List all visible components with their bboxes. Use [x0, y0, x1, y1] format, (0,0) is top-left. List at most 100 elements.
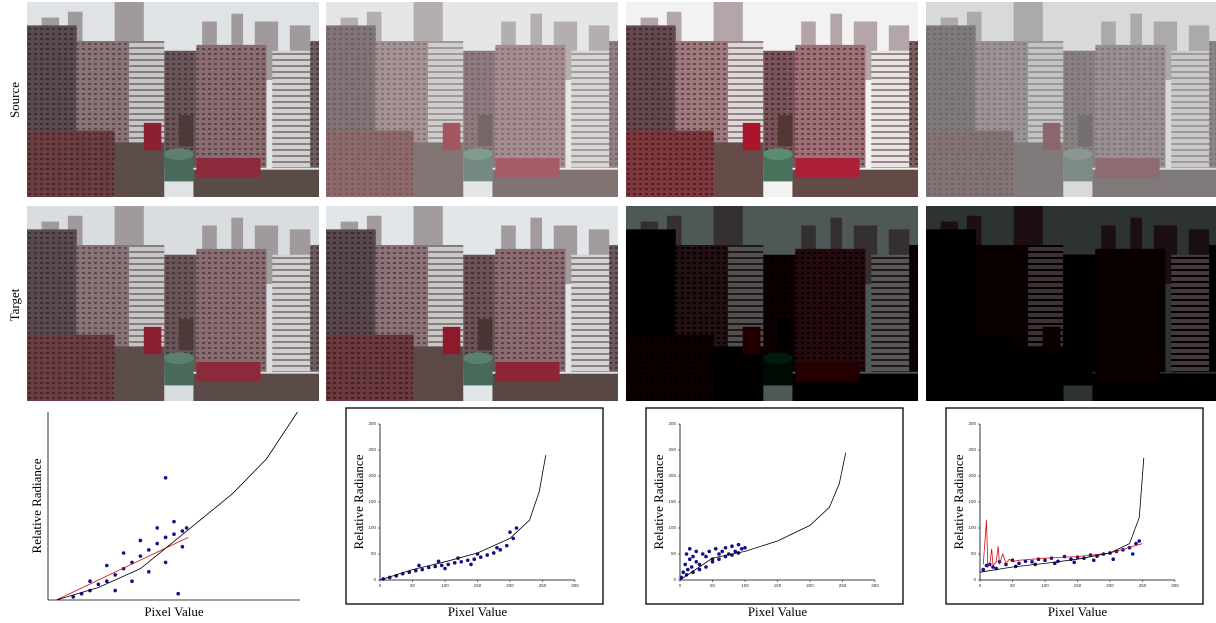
data-point	[1043, 558, 1047, 563]
x-tick-label: 150	[1074, 583, 1082, 588]
data-point	[495, 545, 499, 550]
data-point	[113, 573, 117, 577]
curve	[56, 411, 298, 601]
y-tick-label: 200	[968, 473, 976, 478]
data-point	[469, 562, 473, 567]
photo	[326, 206, 618, 401]
chart-frame	[945, 407, 1204, 605]
tone	[326, 2, 618, 197]
building	[196, 362, 261, 382]
data-point	[71, 595, 75, 599]
building	[178, 319, 194, 351]
data-point	[691, 570, 695, 574]
data-point	[514, 526, 519, 530]
building	[114, 346, 165, 401]
data-point	[163, 535, 168, 540]
data-point	[121, 551, 126, 555]
data-point	[694, 549, 699, 554]
data-point	[472, 557, 477, 561]
y-tick-label: 50	[371, 551, 377, 556]
chart: 0 50 100 150 200 250 300 0 50 100 150 200 250 300 Pixe…	[645, 407, 904, 619]
data-point	[739, 547, 744, 551]
data-point	[155, 541, 159, 546]
windows	[272, 254, 311, 372]
data-point	[504, 543, 509, 548]
y-tick-label: 250	[368, 447, 376, 452]
y-tick-label: 0	[973, 577, 976, 582]
data-point	[491, 551, 496, 555]
y-axis-label: Relative Radiance	[951, 454, 966, 549]
x-axis-label: Pixel Value	[448, 604, 508, 619]
data-point	[1036, 557, 1041, 561]
tone	[626, 2, 918, 197]
data-point	[426, 565, 431, 570]
y-tick-label: 0	[373, 577, 376, 582]
windows	[495, 248, 566, 372]
dome	[463, 352, 493, 364]
data-point	[172, 532, 176, 536]
y-axis-label: Relative Radiance	[651, 454, 666, 549]
windows	[310, 245, 319, 372]
data-point	[686, 567, 690, 572]
skyline	[231, 13, 244, 73]
data-point	[684, 552, 689, 556]
chart: Pixel Value Relative Radiance	[29, 411, 300, 619]
y-tick-label: 100	[668, 525, 676, 530]
data-point	[478, 555, 483, 559]
x-tick-label: 200	[806, 583, 814, 588]
data-point	[723, 545, 728, 550]
data-point	[697, 562, 702, 567]
data-point	[981, 567, 986, 572]
windows	[272, 50, 311, 168]
windows	[310, 41, 319, 168]
data-point	[163, 476, 168, 480]
data-point	[687, 557, 692, 561]
data-point	[138, 538, 143, 543]
photo	[326, 2, 618, 197]
x-tick-label: 250	[839, 583, 847, 588]
data-point	[130, 579, 134, 583]
data-point	[683, 562, 687, 567]
building	[413, 346, 464, 401]
curve	[379, 455, 547, 581]
data-point	[176, 591, 180, 596]
chart: 0 50 100 150 200 250 300 0 50 100 150 200 250 300 Pixe…	[945, 407, 1204, 619]
curve	[56, 536, 189, 601]
data-point	[163, 560, 168, 565]
x-tick-label: 150	[474, 583, 482, 588]
curve	[982, 520, 1143, 569]
data-point	[105, 563, 109, 568]
x-tick-label: 150	[774, 583, 782, 588]
windows	[571, 254, 610, 372]
data-point	[691, 554, 695, 559]
y-tick-label: 100	[968, 525, 976, 530]
photo	[27, 2, 319, 197]
data-point	[113, 588, 117, 593]
x-tick-label: 100	[741, 583, 749, 588]
data-point	[704, 554, 708, 559]
chart-frame	[345, 407, 604, 605]
data-point	[436, 559, 441, 564]
windows	[326, 334, 414, 401]
y-tick-label: 200	[668, 473, 676, 478]
photo	[626, 2, 918, 197]
dome	[164, 148, 194, 160]
building	[442, 326, 461, 355]
data-point	[1130, 552, 1135, 556]
x-tick-label: 250	[1139, 583, 1147, 588]
data-point	[420, 567, 425, 572]
data-point	[710, 560, 715, 564]
windows	[27, 334, 115, 401]
building	[178, 115, 194, 147]
data-point	[147, 570, 151, 574]
y-tick-label: 50	[971, 551, 977, 556]
row-label: Source	[7, 82, 22, 118]
tone	[626, 206, 918, 401]
dome	[164, 352, 194, 364]
data-point	[707, 549, 712, 554]
data-point	[417, 563, 421, 568]
building	[143, 122, 162, 151]
data-point	[694, 560, 699, 564]
data-point	[717, 552, 721, 556]
y-tick-label: 300	[668, 421, 676, 426]
